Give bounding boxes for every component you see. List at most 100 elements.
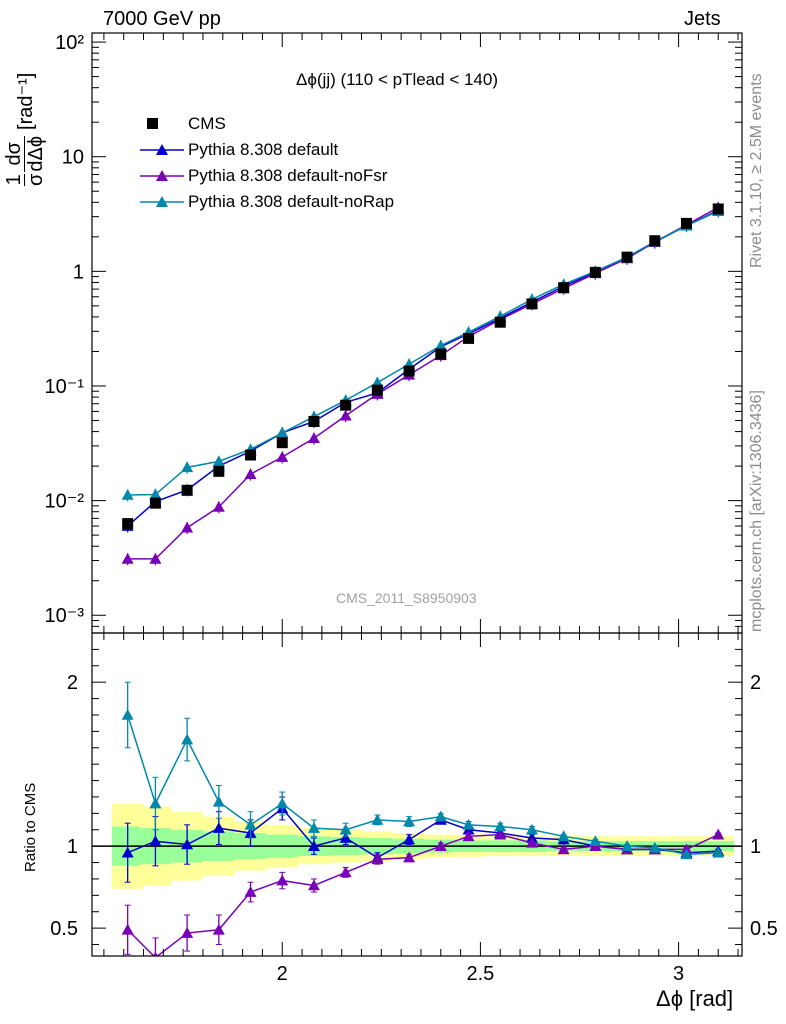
data-point xyxy=(712,846,725,858)
data-point xyxy=(121,488,134,500)
data-point xyxy=(434,339,447,351)
data-point xyxy=(149,797,162,809)
y-tick-label: 10² xyxy=(55,32,84,54)
data-point xyxy=(245,449,257,461)
data-point xyxy=(244,886,257,897)
data-point xyxy=(680,848,693,860)
data-point xyxy=(339,823,352,835)
plot-title: Δϕ(jj) (110 < pTlead < 140) xyxy=(296,70,498,89)
y-tick-label-right: 0.5 xyxy=(750,918,778,940)
data-point xyxy=(149,488,162,500)
data-point xyxy=(276,426,289,438)
data-point xyxy=(462,830,475,842)
x-axis-label: Δϕ [rad] xyxy=(656,986,734,1011)
data-point xyxy=(557,843,570,855)
data-point xyxy=(212,923,225,935)
legend-entry-cms: CMS xyxy=(140,113,226,135)
data-point xyxy=(371,813,384,825)
data-point xyxy=(340,399,352,411)
ylabel-frac-den: σ xyxy=(24,173,47,186)
y-tick-label: 10⁻³ xyxy=(45,605,85,627)
ylabel-d-num: dσ xyxy=(3,142,25,166)
data-point xyxy=(212,822,225,833)
y-tick-label: 10⁻¹ xyxy=(45,376,85,398)
data-point xyxy=(276,437,288,449)
y-axis-label-ratio: Ratio to CMS xyxy=(22,782,39,872)
data-point xyxy=(494,820,507,832)
data-point xyxy=(307,822,320,833)
data-point xyxy=(558,282,570,294)
data-point xyxy=(307,879,320,891)
data-point xyxy=(121,846,134,858)
data-point xyxy=(121,923,134,935)
data-point xyxy=(403,815,416,827)
rivet-version-label: Rivet 3.1.10, ≥ 2.5M events xyxy=(748,73,765,268)
data-point xyxy=(308,415,320,427)
y-axis-label-main: 1 σ dσ dΔϕ [rad⁻¹] xyxy=(3,73,47,186)
data-point xyxy=(435,348,447,360)
data-point xyxy=(525,823,538,835)
y-tick-label: 10⁻² xyxy=(45,491,85,513)
data-point xyxy=(122,518,134,530)
data-point xyxy=(307,432,320,444)
y-tick-label-right: 1 xyxy=(750,836,761,858)
legend-label-default: Pythia 8.308 default xyxy=(188,140,339,159)
x-tick-label: 3 xyxy=(673,963,684,985)
data-point xyxy=(121,552,134,564)
data-point xyxy=(276,451,289,462)
data-point xyxy=(276,874,289,886)
x-tick-label: 2 xyxy=(277,963,288,985)
data-point xyxy=(526,298,538,310)
data-point xyxy=(212,455,225,467)
data-point xyxy=(181,484,193,496)
ratio-series-group xyxy=(121,681,725,956)
data-point xyxy=(181,461,194,473)
legend-entry-default: Pythia 8.308 default xyxy=(140,139,338,161)
y-tick-label: 1 xyxy=(67,836,78,858)
legend-label-nofsr: Pythia 8.308 default-noFsr xyxy=(188,166,388,185)
legend-triangle-icon xyxy=(140,165,194,187)
data-point xyxy=(339,866,352,878)
mcplots-label: mcplots.cern.ch [arXiv:1306.3436] xyxy=(748,390,765,632)
series-line xyxy=(127,833,719,956)
legend-triangle-icon xyxy=(140,139,194,161)
legend-triangle-icon xyxy=(140,191,194,213)
y-tick-label: 10 xyxy=(62,147,84,169)
data-point xyxy=(276,797,289,809)
data-point xyxy=(212,500,225,512)
data-point xyxy=(371,384,383,396)
data-point xyxy=(649,235,661,247)
data-point xyxy=(307,840,320,851)
data-point xyxy=(494,316,506,328)
data-point xyxy=(213,465,225,477)
y-tick-label: 2 xyxy=(67,672,78,694)
data-point xyxy=(339,409,352,421)
data-point xyxy=(403,365,415,377)
data-point xyxy=(589,835,602,847)
data-point xyxy=(149,497,161,509)
data-point xyxy=(494,828,507,840)
data-point xyxy=(434,810,447,822)
legend-label-cms: CMS xyxy=(188,114,226,133)
data-point xyxy=(557,830,570,842)
data-point xyxy=(149,552,162,564)
data-point xyxy=(244,818,257,830)
data-point xyxy=(589,266,601,278)
ylabel-d-den: dΔϕ xyxy=(24,135,47,172)
legend-entry-norap: Pythia 8.308 default-noRap xyxy=(140,191,394,213)
data-point xyxy=(463,332,475,344)
data-point xyxy=(339,831,352,843)
data-point xyxy=(621,840,634,851)
data-point xyxy=(152,951,158,956)
data-point xyxy=(681,217,693,229)
ratio-frame xyxy=(91,632,743,957)
data-point xyxy=(648,841,661,853)
y-tick-label: 1 xyxy=(73,261,84,283)
data-point xyxy=(434,840,447,851)
data-point xyxy=(181,521,194,533)
data-point xyxy=(712,828,725,840)
ylabel-frac-num: 1 xyxy=(3,174,25,186)
data-point xyxy=(121,708,134,720)
data-point xyxy=(525,836,538,848)
